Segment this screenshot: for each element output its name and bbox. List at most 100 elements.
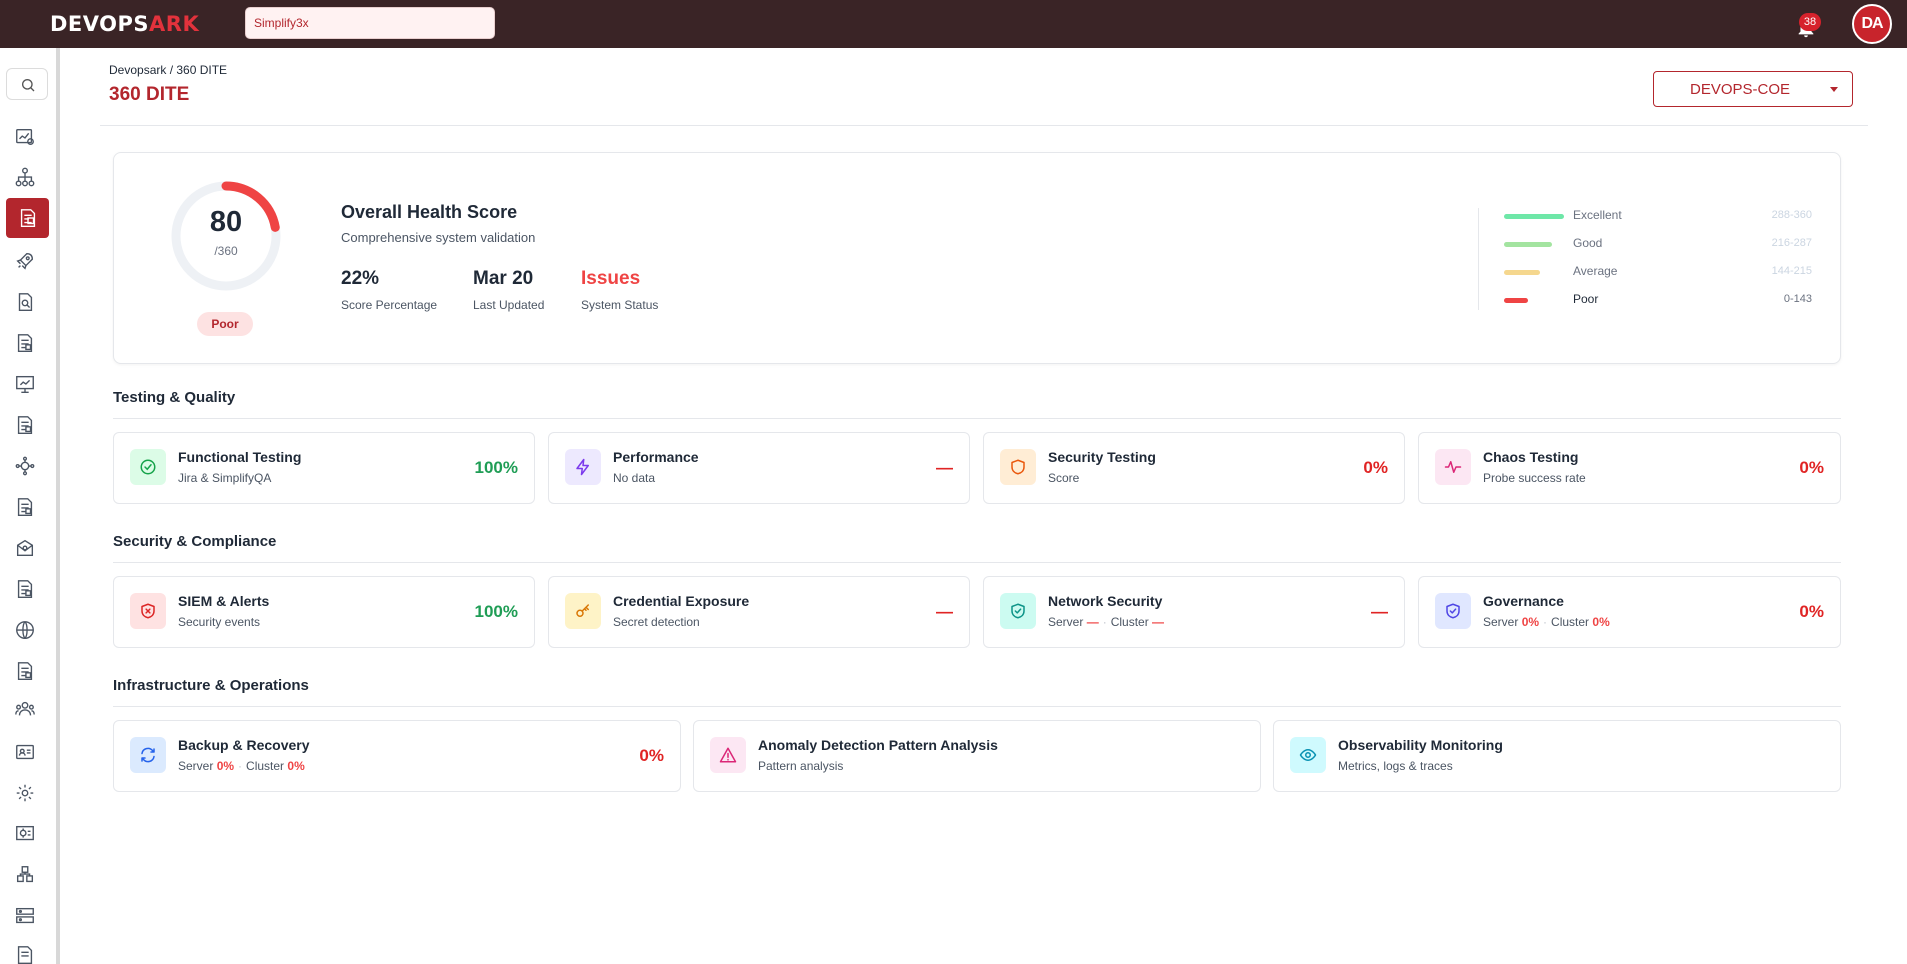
- eye-icon: [1290, 737, 1326, 773]
- metric-title: Backup & Recovery: [178, 737, 310, 753]
- sidebar-dashboard-icon[interactable]: [14, 126, 36, 148]
- sidebar-file-icon[interactable]: [14, 332, 36, 354]
- sidebar-hierarchy-icon[interactable]: [14, 166, 36, 188]
- sub-value-server: —: [1086, 615, 1099, 629]
- sub-value-server: 0%: [216, 759, 235, 773]
- metric-subtitle: Jira & SimplifyQA: [178, 471, 272, 485]
- sidebar-monitor-icon[interactable]: [14, 373, 36, 395]
- logo-accent-text: ARK: [149, 12, 200, 36]
- sidebar-search-button[interactable]: [6, 68, 48, 100]
- metric-value: 0%: [639, 746, 664, 765]
- legend-label-average: Average: [1573, 264, 1618, 278]
- legend-bar-poor: [1504, 298, 1528, 303]
- lightning-icon: [565, 449, 601, 485]
- score-percentage-value: 22%: [341, 268, 380, 289]
- metric-card-performance[interactable]: Performance No data —: [548, 432, 970, 504]
- metric-title: Anomaly Detection Pattern Analysis: [758, 737, 998, 753]
- legend-bar-good: [1504, 242, 1552, 247]
- sub-value-cluster: 0%: [1592, 615, 1610, 629]
- sidebar-file-icon[interactable]: [14, 414, 36, 436]
- breadcrumb[interactable]: Devopsark / 360 DITE: [109, 63, 228, 77]
- metric-card-siem-alerts[interactable]: SIEM & Alerts Security events 100%: [113, 576, 535, 648]
- sub-value-cluster: 0%: [287, 759, 305, 773]
- metric-value: —: [936, 458, 953, 477]
- score-percentage-label: Score Percentage: [341, 298, 438, 312]
- key-icon: [565, 593, 601, 629]
- legend-label-good: Good: [1573, 236, 1603, 250]
- sidebar-scrollbar[interactable]: [56, 48, 60, 964]
- sub-value-server: 0%: [1521, 615, 1540, 629]
- notification-badge: 38: [1799, 13, 1821, 31]
- sidebar-server-icon[interactable]: [14, 905, 36, 927]
- sidebar-file-icon[interactable]: [14, 944, 36, 964]
- warning-icon: [710, 737, 746, 773]
- logo-text: DEVOPS: [50, 12, 150, 36]
- sidebar-gear-icon[interactable]: [14, 782, 36, 804]
- legend-range-excellent: 288-360: [1771, 209, 1812, 221]
- metric-title: Functional Testing: [178, 449, 302, 465]
- section-divider: [113, 418, 1841, 419]
- health-gauge: [171, 181, 281, 291]
- sidebar-rocket-icon[interactable]: [14, 250, 36, 272]
- metric-card-credential-exposure[interactable]: Credential Exposure Secret detection —: [548, 576, 970, 648]
- section-title-testing: Testing & Quality: [113, 389, 236, 406]
- metric-card-anomaly-detection[interactable]: Anomaly Detection Pattern Analysis Patte…: [693, 720, 1261, 792]
- last-updated-label: Last Updated: [473, 298, 545, 312]
- metric-card-security-testing[interactable]: Security Testing Score 0%: [983, 432, 1405, 504]
- section-title-infrastructure: Infrastructure & Operations: [113, 677, 309, 694]
- sidebar-file-icon[interactable]: [14, 496, 36, 518]
- metric-title: SIEM & Alerts: [178, 593, 270, 609]
- sidebar-file-icon[interactable]: [14, 660, 36, 682]
- metric-subtitle: Secret detection: [613, 615, 700, 629]
- metric-value: 100%: [474, 602, 518, 621]
- sub-value-cluster: —: [1152, 615, 1165, 629]
- sidebar-file-icon[interactable]: [14, 578, 36, 600]
- org-selector-dropdown[interactable]: DEVOPS-COE: [1653, 71, 1853, 107]
- health-subtitle: Comprehensive system validation: [341, 230, 536, 245]
- sidebar-globe-icon[interactable]: [14, 619, 36, 641]
- metric-value: 0%: [1799, 602, 1824, 621]
- report-icon: [20, 209, 36, 227]
- metric-subtitle: Metrics, logs & traces: [1338, 759, 1453, 773]
- metric-card-chaos-testing[interactable]: Chaos Testing Probe success rate 0%: [1418, 432, 1841, 504]
- metric-value: 0%: [1363, 458, 1388, 477]
- metric-subtitle: Server 0% · Cluster 0%: [1483, 615, 1610, 629]
- legend-label-excellent: Excellent: [1573, 208, 1622, 222]
- metric-subtitle: Probe success rate: [1483, 471, 1586, 485]
- check-circle-icon: [130, 449, 166, 485]
- search-icon: [22, 79, 35, 92]
- sub-label-cluster: Cluster: [246, 759, 285, 773]
- metric-subtitle: No data: [613, 471, 656, 485]
- status-badge: Poor: [197, 312, 253, 336]
- metric-card-backup-recovery[interactable]: Backup & Recovery Server 0% · Cluster 0% 0…: [113, 720, 681, 792]
- section-title-security: Security & Compliance: [113, 533, 277, 550]
- section-divider: [113, 562, 1841, 563]
- metric-subtitle: Server — · Cluster —: [1048, 615, 1165, 629]
- system-status-value: Issues: [581, 268, 641, 289]
- refresh-icon: [130, 737, 166, 773]
- metric-card-governance[interactable]: Governance Server 0% · Cluster 0% 0%: [1418, 576, 1841, 648]
- top-bar: DEVOPSARK 38 DA: [0, 0, 1907, 48]
- sidebar-id-card-icon[interactable]: [14, 741, 36, 763]
- sidebar-users-icon[interactable]: [14, 698, 36, 720]
- metric-value: —: [1371, 602, 1388, 621]
- metric-title: Network Security: [1048, 593, 1163, 609]
- sidebar-document-search-icon[interactable]: [14, 291, 36, 313]
- sidebar-settings-chart-icon[interactable]: [14, 823, 36, 845]
- user-avatar[interactable]: DA: [1852, 4, 1892, 44]
- metric-title: Performance: [613, 449, 699, 465]
- project-search-input[interactable]: [245, 7, 495, 39]
- sidebar-item-360-dite[interactable]: [6, 198, 49, 238]
- legend-range-average: 144-215: [1771, 265, 1812, 277]
- sidebar-network-icon[interactable]: [14, 455, 36, 477]
- metric-card-observability[interactable]: Observability Monitoring Metrics, logs &…: [1273, 720, 1841, 792]
- chevron-down-icon: [1830, 87, 1838, 92]
- health-score-max: /360: [214, 244, 238, 258]
- sidebar-certificate-icon[interactable]: [14, 537, 36, 559]
- metric-card-functional-testing[interactable]: Functional Testing Jira & SimplifyQA 100…: [113, 432, 535, 504]
- metric-card-network-security[interactable]: Network Security Server — · Cluster — —: [983, 576, 1405, 648]
- sidebar-boxes-icon[interactable]: [14, 864, 36, 886]
- legend-range-good: 216-287: [1771, 237, 1812, 249]
- shield-check-icon: [1000, 593, 1036, 629]
- app-logo[interactable]: DEVOPSARK: [50, 12, 199, 36]
